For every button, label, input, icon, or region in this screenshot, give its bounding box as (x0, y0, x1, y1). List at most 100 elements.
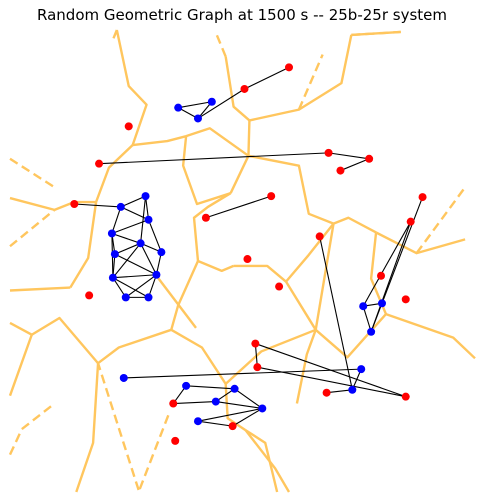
graph-edge (197, 407, 263, 422)
blue-node (230, 384, 239, 393)
graph-edge (381, 196, 424, 304)
voronoi-edge-8 (333, 216, 377, 234)
voronoi-edge-6 (248, 154, 334, 225)
graph-edge (186, 385, 235, 390)
red-node (95, 159, 104, 168)
red-node (124, 122, 133, 131)
red-node (240, 84, 249, 93)
graph-edge (257, 366, 406, 398)
graph-edge (362, 306, 372, 332)
blue-node (152, 270, 161, 279)
voronoi-edge-16 (224, 383, 247, 432)
voronoi-edge-29 (69, 201, 98, 289)
graph-edge (197, 420, 233, 427)
graph-edge (147, 219, 162, 253)
graph-edge (112, 277, 149, 298)
voronoi-edge-35 (115, 29, 148, 146)
graph-edge (140, 243, 157, 276)
voronoi-edge-28 (94, 144, 134, 203)
blue-node (211, 397, 220, 406)
voronoi-ray-4 (137, 414, 170, 493)
blue-node (367, 327, 376, 336)
red-node (322, 388, 331, 397)
voronoi-ray-10 (9, 157, 56, 189)
voronoi-ray-6 (8, 428, 23, 456)
red-node (401, 392, 410, 401)
voronoi-edge-19 (192, 192, 232, 262)
graph-edge (326, 389, 353, 394)
red-node (324, 148, 333, 157)
graph-edge (74, 203, 121, 208)
blue-node (378, 299, 386, 308)
voronoi-edge-14 (295, 329, 317, 404)
voronoi-edge-36 (155, 275, 197, 329)
graph-edge (114, 253, 157, 276)
red-node (169, 399, 178, 408)
graph-edge (340, 158, 370, 172)
voronoi-edge-22 (285, 281, 317, 331)
voronoi-edge-4 (185, 127, 250, 157)
voronoi-ray-7 (96, 362, 140, 491)
blue-node (136, 239, 145, 248)
voronoi-edge-18 (244, 429, 279, 493)
graph-edge (232, 407, 263, 427)
red-node (85, 291, 94, 300)
blue-node (144, 215, 153, 224)
voronoi-edge-32 (9, 196, 55, 212)
red-node (275, 282, 284, 291)
blue-node (357, 365, 366, 374)
blue-node (348, 385, 357, 394)
voronoi-ray-1 (351, 30, 401, 37)
red-node (315, 232, 324, 241)
graph-edge (205, 195, 272, 219)
blue-node (116, 202, 125, 211)
voronoi-ray-5 (21, 402, 56, 431)
red-node (171, 436, 180, 445)
voronoi-edge-0 (224, 56, 251, 122)
graph-edge (120, 195, 146, 208)
red-node (70, 199, 79, 208)
graph-edge (319, 236, 353, 390)
graph-edge (370, 221, 412, 332)
graph-edge (111, 219, 149, 234)
graph-edge (255, 343, 406, 398)
voronoi-layer (8, 29, 476, 493)
voronoi-edge-21 (233, 264, 287, 283)
graph-edge (328, 152, 370, 160)
graph-edge (111, 206, 122, 234)
voronoi-edge-17 (244, 429, 291, 493)
red-node (406, 217, 415, 226)
red-node (401, 295, 410, 304)
red-node (336, 166, 345, 175)
blue-node (193, 114, 202, 123)
voronoi-edge-26 (170, 328, 227, 385)
red-node (365, 154, 374, 163)
voronoi-ray-2 (111, 29, 118, 41)
red-node (251, 339, 260, 348)
blue-node (141, 192, 150, 201)
blue-node (207, 97, 216, 106)
blue-node (144, 293, 153, 302)
graph-edge (125, 274, 157, 298)
voronoi-edge-30 (9, 286, 71, 292)
voronoi-edge-7 (181, 136, 231, 206)
red-node (253, 363, 262, 372)
graph-edge (99, 152, 329, 165)
voronoi-edge-27 (75, 363, 100, 493)
voronoi-edge-3 (132, 135, 187, 147)
blue-node (193, 417, 202, 426)
blue-node (110, 250, 119, 259)
graph-edge (197, 88, 245, 119)
red-node (201, 213, 210, 222)
red-node (377, 271, 386, 280)
voronoi-edge-23 (285, 222, 335, 283)
graph-edge (215, 401, 263, 409)
blue-node (108, 273, 117, 282)
blue-node (157, 248, 166, 257)
chart-title: Random Geometric Graph at 1500 s -- 25b-… (37, 6, 447, 24)
voronoi-edge-37 (8, 334, 33, 397)
node-layer (70, 63, 427, 445)
voronoi-edge-15 (224, 328, 317, 385)
graph-edge (234, 388, 263, 409)
